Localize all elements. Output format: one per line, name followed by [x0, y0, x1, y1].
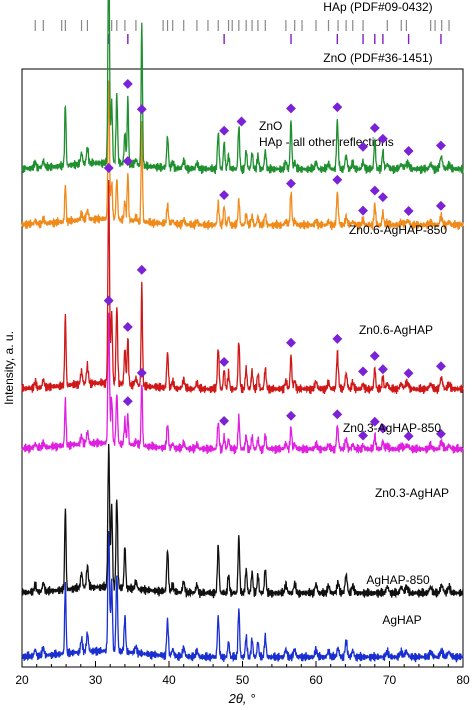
zno-marker — [136, 367, 147, 378]
zno-marker — [219, 356, 230, 367]
zno-marker — [122, 78, 133, 89]
zno-marker — [358, 205, 368, 216]
zno-marker — [435, 428, 446, 439]
zno-marker — [122, 322, 133, 332]
zno-marker — [436, 361, 446, 372]
series-layer — [21, 0, 464, 663]
x-tick-label: 80 — [456, 673, 470, 687]
zno-marker — [122, 396, 133, 407]
x-tick-label: 30 — [89, 673, 103, 687]
series-label: Zn0.6-AgHAP — [359, 323, 433, 337]
zno-marker — [435, 140, 446, 151]
zno-marker — [219, 415, 230, 426]
zno-marker — [286, 103, 296, 114]
zno-marker — [136, 104, 147, 115]
legend-zno-marker — [236, 116, 247, 127]
zno-marker — [403, 146, 414, 156]
zno-marker — [286, 410, 296, 421]
zno-marker — [358, 366, 368, 377]
hap-reference-ticks — [34, 20, 450, 31]
zno-marker — [103, 163, 114, 173]
series-label: Zn0.3-AgHAP-850 — [343, 421, 441, 435]
legend-hap-note: HAp - all other reflections — [259, 135, 394, 149]
legend: ZnO HAp - all other reflections — [236, 116, 394, 149]
zno-marker — [332, 409, 343, 420]
series-label: Zn0.6-AgHAP-850 — [349, 223, 447, 237]
x-tick-label: 40 — [162, 673, 176, 687]
zno-marker — [369, 350, 380, 361]
zno-marker — [358, 430, 369, 441]
zno-marker — [103, 295, 114, 306]
zno-marker — [286, 337, 296, 348]
zno-marker — [403, 206, 414, 216]
zno-marker — [219, 125, 230, 136]
zno-reference-label: ZnO (PDF#36-1451) — [323, 51, 432, 65]
series-label: AgHAP — [382, 613, 421, 627]
hap-reference-label: HAp (PDF#09-0432) — [323, 0, 432, 14]
zno-marker — [377, 133, 388, 144]
zno-marker — [369, 123, 380, 133]
zno-marker — [435, 200, 446, 211]
series-label: Zn0.3-AgHAP — [375, 486, 449, 500]
series-labels: AgHAP AgHAP-850 Zn0.3-AgHAP Zn0.3-AgHAP-850… — [343, 223, 449, 627]
x-tick-label: 50 — [236, 673, 250, 687]
x-tick-label: 20 — [15, 673, 29, 687]
series-line-zn03-aghap-850 — [21, 179, 464, 395]
series-line-zn03-aghap — [21, 312, 464, 455]
series-line-zn06-aghap-850 — [21, 0, 464, 175]
zno-marker — [369, 416, 380, 427]
zno-marker — [332, 102, 343, 113]
zno-marker — [403, 368, 414, 379]
zno-marker — [377, 423, 388, 434]
zno-marker — [377, 364, 388, 375]
x-tick-label: 70 — [383, 673, 397, 687]
y-axis-label: Intensity, a. u. — [2, 331, 16, 405]
zno-marker — [403, 431, 414, 442]
x-axis-ticks: 20 30 40 50 60 70 80 — [15, 661, 470, 687]
zno-marker — [286, 178, 296, 189]
zno-marker — [332, 333, 343, 344]
series-label: AgHAP-850 — [366, 573, 430, 587]
legend-zno-label: ZnO — [259, 119, 282, 133]
zno-marker — [122, 156, 133, 167]
reference-patterns: HAp (PDF#09-0432) ZnO (PDF#36-1451) — [34, 0, 450, 65]
zno-reference-ticks — [108, 34, 442, 44]
zno-marker — [136, 264, 147, 275]
x-axis-label: 2θ, ° — [228, 691, 256, 706]
series-line-aghap — [21, 530, 464, 663]
series-line-zn06-aghap — [21, 80, 464, 231]
zno-marker — [219, 190, 230, 200]
zno-marker — [332, 174, 343, 185]
series-line-aghap-850 — [21, 443, 464, 599]
x-tick-label: 60 — [309, 673, 323, 687]
zno-marker — [369, 185, 380, 196]
zno-marker — [377, 192, 388, 203]
